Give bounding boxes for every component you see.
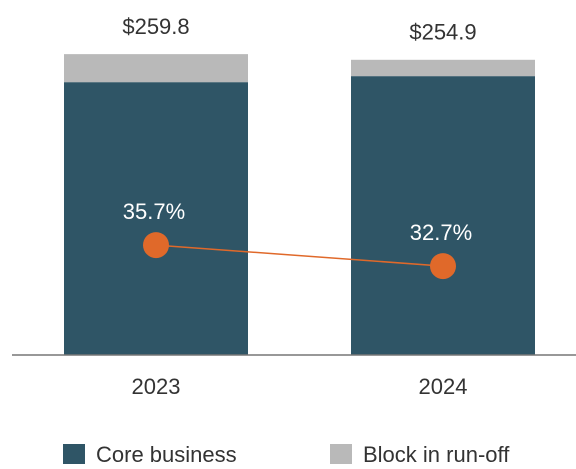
total-label: $254.9 (409, 20, 476, 45)
legend-label: Block in run-off (363, 442, 510, 464)
line-point (430, 253, 456, 280)
x-tick-label: 2023 (132, 374, 181, 399)
x-tick-label: 2024 (419, 374, 468, 399)
bar-segment (351, 76, 535, 355)
legend-label: Core business (96, 442, 237, 464)
point-label: 32.7% (410, 220, 472, 245)
bar-segment (64, 54, 248, 83)
line-point (143, 232, 169, 259)
legend-swatch (63, 444, 85, 466)
line (155, 244, 444, 267)
legend-swatch (330, 444, 352, 466)
bar-segment (351, 59, 535, 77)
bar-segment (64, 82, 248, 355)
point-label: 35.7% (123, 199, 185, 224)
total-label: $259.8 (122, 14, 189, 39)
